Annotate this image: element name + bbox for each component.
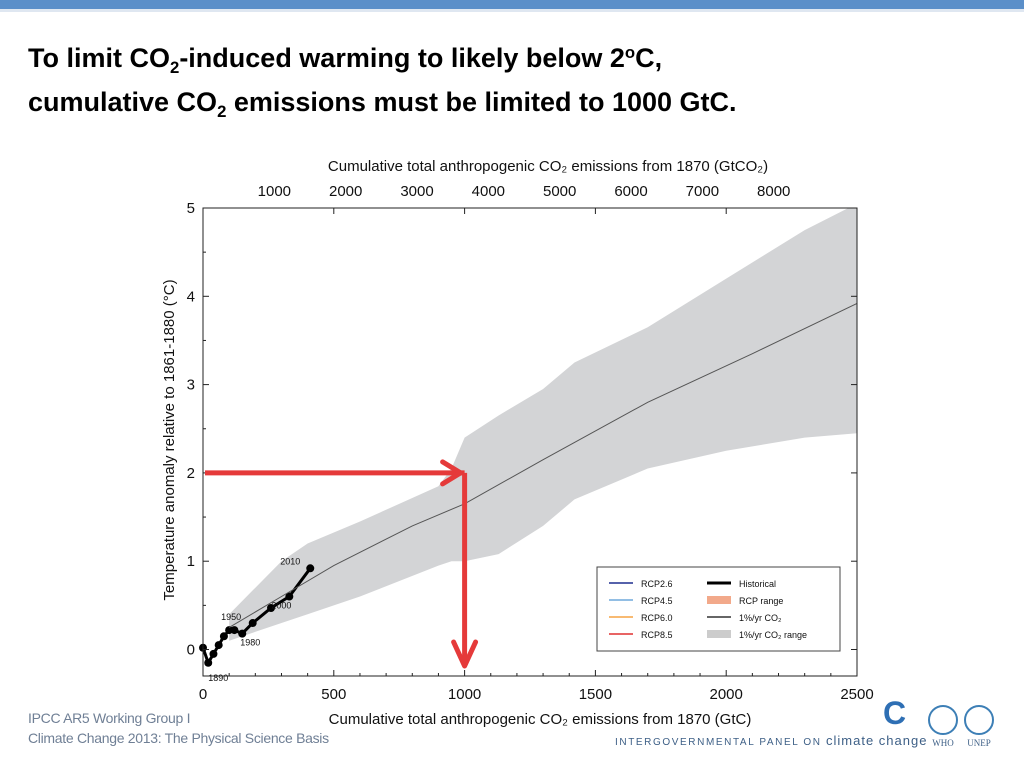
y-axis-title: Temperature anomaly relative to 1861-188…: [161, 279, 178, 600]
historical-point-label: 1890: [208, 673, 228, 683]
who-logo: WHO: [926, 705, 960, 755]
slide-title-line-1: To limit CO2-induced warming to likely b…: [28, 36, 988, 80]
x-tick-label: 0: [199, 686, 207, 703]
historical-point: [267, 604, 276, 613]
historical-point: [214, 641, 223, 650]
y-tick-label: 2: [187, 465, 195, 482]
top-axis-tick-label: 1000: [258, 183, 291, 200]
title-text: To limit CO: [28, 43, 170, 73]
legend-label: RCP range: [739, 596, 783, 606]
legend-swatch: [707, 630, 731, 638]
historical-point-label: 2010: [280, 556, 300, 566]
slide-title-line-2: cumulative CO2 emissions must be limited…: [28, 80, 988, 124]
x-tick-label: 2500: [840, 686, 873, 703]
title-superscript: o: [624, 42, 636, 62]
y-tick-label: 0: [187, 642, 195, 659]
svg-text:C: C: [883, 697, 906, 727]
x-tick-label: 1000: [448, 686, 481, 703]
title-text: -induced warming to likely below 2: [179, 43, 625, 73]
historical-point: [209, 649, 218, 658]
top-axis-tick-label: 4000: [472, 183, 505, 200]
top-axis-tick-label: 8000: [757, 183, 790, 200]
footer-source: IPCC AR5 Working Group I Climate Change …: [28, 708, 329, 748]
historical-point: [204, 658, 213, 667]
top-axis-tick-label: 5000: [543, 183, 576, 200]
legend-label: RCP2.6: [641, 579, 673, 589]
legend-swatch: [707, 596, 731, 604]
title-subscript: 2: [170, 57, 180, 77]
ipcc-logo-icon: C: [883, 697, 906, 727]
historical-point-label: 1980: [240, 638, 260, 648]
legend-label: RCP4.5: [641, 596, 673, 606]
historical-point: [306, 564, 315, 573]
y-tick-label: 3: [187, 377, 195, 394]
unep-emblem-icon: [964, 705, 994, 735]
top-accent-bar: [0, 0, 1024, 9]
top-accent-shadow: [0, 9, 1024, 12]
annotation-arrowhead-right: [440, 459, 464, 487]
legend-label: RCP8.5: [641, 630, 673, 640]
footer-line-2: Climate Change 2013: The Physical Scienc…: [28, 730, 329, 746]
slide-title: To limit CO2-induced warming to likely b…: [28, 36, 988, 124]
title-text: C,: [635, 43, 663, 73]
y-tick-label: 4: [187, 288, 195, 305]
ipcc-name-prefix: INTERGOVERNMENTAL PANEL ON: [615, 737, 822, 748]
unep-label: UNEP: [967, 738, 991, 748]
historical-point: [238, 629, 247, 638]
historical-point-label: 1950: [221, 612, 241, 622]
who-emblem-icon: [928, 705, 958, 735]
top-axis-tick-label: 2000: [329, 183, 362, 200]
top-axis-tick-label: 7000: [686, 183, 719, 200]
title-subscript: 2: [217, 101, 227, 121]
title-text: cumulative CO: [28, 87, 218, 117]
x-tick-label: 500: [321, 686, 346, 703]
historical-point: [285, 592, 294, 601]
historical-point: [248, 619, 257, 628]
y-tick-label: 5: [187, 200, 195, 217]
co2-range-band: [229, 208, 857, 641]
plot-frame: [202, 207, 858, 677]
annotation-arrowhead-down: [451, 639, 479, 669]
legend-label: 1%/yr CO₂ range: [739, 630, 807, 640]
top-axis-title: Cumulative total anthropogenic CO₂ emiss…: [328, 158, 768, 175]
footer-line-1: IPCC AR5 Working Group I: [28, 710, 191, 726]
title-text: emissions must be limited to 1000 GtC.: [226, 87, 737, 117]
x-axis-title: Cumulative total anthropogenic CO₂ emiss…: [329, 711, 752, 728]
x-tick-label: 2000: [710, 686, 743, 703]
historical-point-label: 2000: [271, 601, 291, 611]
top-axis-tick-label: 6000: [614, 183, 647, 200]
ipcc-name-suffix: climate change: [826, 733, 928, 748]
historical-point: [230, 626, 239, 635]
legend-label: 1%/yr CO₂: [739, 613, 782, 623]
top-axis-tick-label: 3000: [400, 183, 433, 200]
y-tick-label: 1: [187, 553, 195, 570]
who-label: WHO: [932, 738, 954, 748]
ipcc-name: INTERGOVERNMENTAL PANEL ON climate chang…: [615, 733, 927, 748]
legend-label: RCP6.0: [641, 613, 673, 623]
historical-point: [219, 632, 228, 641]
x-tick-label: 1500: [579, 686, 612, 703]
unep-logo: UNEP: [962, 705, 996, 755]
legend-label: Historical: [739, 579, 776, 589]
